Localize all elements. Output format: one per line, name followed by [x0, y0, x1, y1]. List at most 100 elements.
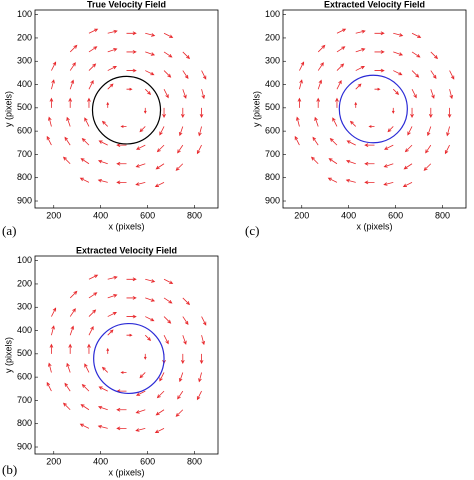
arrow — [163, 316, 172, 324]
arrow — [163, 89, 169, 99]
arrow — [156, 144, 165, 153]
arrow — [368, 125, 375, 128]
y-tick-label: 100 — [17, 255, 32, 265]
y-axis-label: y (pixels) — [3, 91, 13, 127]
arrow — [154, 182, 165, 187]
arrow — [329, 137, 338, 146]
arrow — [346, 140, 356, 146]
arrow — [336, 28, 347, 34]
y-tick-label: 300 — [17, 56, 32, 66]
arrow — [66, 116, 71, 127]
arrow — [126, 50, 137, 54]
arrow — [135, 181, 146, 186]
arrow — [79, 177, 90, 183]
circle-outline — [93, 322, 165, 395]
arrow — [299, 79, 303, 90]
arrow — [182, 51, 191, 60]
x-tick-label: 400 — [93, 210, 108, 220]
axes-box — [34, 9, 219, 209]
arrow — [69, 308, 76, 317]
y-tick-label: 800 — [17, 418, 32, 428]
arrow — [126, 333, 133, 337]
y-tick-label: 700 — [17, 149, 32, 159]
arrow — [449, 89, 454, 100]
arrow — [355, 83, 362, 90]
y-tick-label: 400 — [17, 79, 32, 89]
arrow — [88, 292, 98, 299]
arrow — [410, 107, 414, 119]
arrow — [446, 126, 450, 137]
arrow — [69, 325, 75, 336]
arrow — [68, 97, 73, 108]
arrow — [411, 70, 420, 78]
arrow — [69, 44, 78, 53]
arrow — [144, 334, 152, 341]
x-tick-label: 600 — [140, 456, 155, 466]
arrow — [345, 159, 356, 165]
arrow — [392, 88, 400, 95]
arrow — [201, 316, 207, 326]
arrow — [155, 163, 165, 170]
arrow — [135, 163, 146, 168]
arrow — [98, 140, 108, 146]
arrow — [51, 307, 57, 317]
arrow — [163, 70, 172, 78]
arrow — [163, 32, 174, 38]
y-tick-label: 400 — [265, 79, 280, 89]
arrow — [364, 143, 375, 147]
y-tick-label: 800 — [265, 172, 280, 182]
arrow — [332, 117, 338, 127]
arrow — [116, 143, 127, 147]
arrow — [80, 404, 90, 411]
arrow — [68, 343, 73, 354]
arrow — [156, 390, 165, 399]
arrow — [317, 79, 323, 90]
arrow — [107, 275, 118, 280]
arrow — [62, 156, 71, 165]
arrow — [355, 29, 366, 34]
arrow — [403, 163, 413, 170]
arrow — [107, 83, 114, 90]
arrow — [335, 97, 339, 108]
chart-title: Extracted Velocity Field — [76, 245, 177, 255]
arrow — [354, 101, 358, 108]
arrow — [97, 424, 108, 429]
arrow — [88, 46, 98, 53]
y-tick-label: 600 — [265, 126, 280, 136]
y-tick-label: 700 — [265, 149, 280, 159]
x-tick-label: 600 — [140, 210, 155, 220]
arrow — [143, 107, 147, 114]
arrow — [154, 428, 165, 433]
y-axis-label: y (pixels) — [3, 337, 13, 373]
arrow — [428, 107, 433, 119]
arrow — [384, 144, 394, 150]
arrow — [316, 97, 321, 108]
arrow — [107, 329, 114, 336]
arrow — [178, 372, 184, 383]
arrow — [126, 277, 137, 282]
arrow — [201, 335, 206, 346]
arrow — [144, 88, 152, 95]
arrow — [299, 61, 305, 71]
circle-outline — [338, 74, 408, 144]
arrow — [116, 426, 127, 431]
arrow — [145, 297, 156, 302]
arrow — [294, 135, 300, 146]
arrow — [88, 28, 99, 34]
arrow — [310, 156, 319, 165]
arrow — [336, 46, 346, 53]
arrow — [107, 48, 118, 53]
arrow — [336, 63, 345, 71]
arrow — [345, 178, 356, 183]
arrow — [199, 353, 204, 365]
arrow — [107, 311, 117, 317]
x-axis-label: x (pixels) — [108, 221, 144, 231]
arrow — [328, 158, 338, 165]
arrow — [47, 116, 52, 127]
arrow — [87, 343, 91, 354]
arrow — [444, 144, 450, 155]
arrow — [139, 126, 146, 133]
arrow — [374, 87, 381, 91]
arrow — [407, 126, 413, 136]
y-tick-label: 300 — [17, 302, 32, 312]
